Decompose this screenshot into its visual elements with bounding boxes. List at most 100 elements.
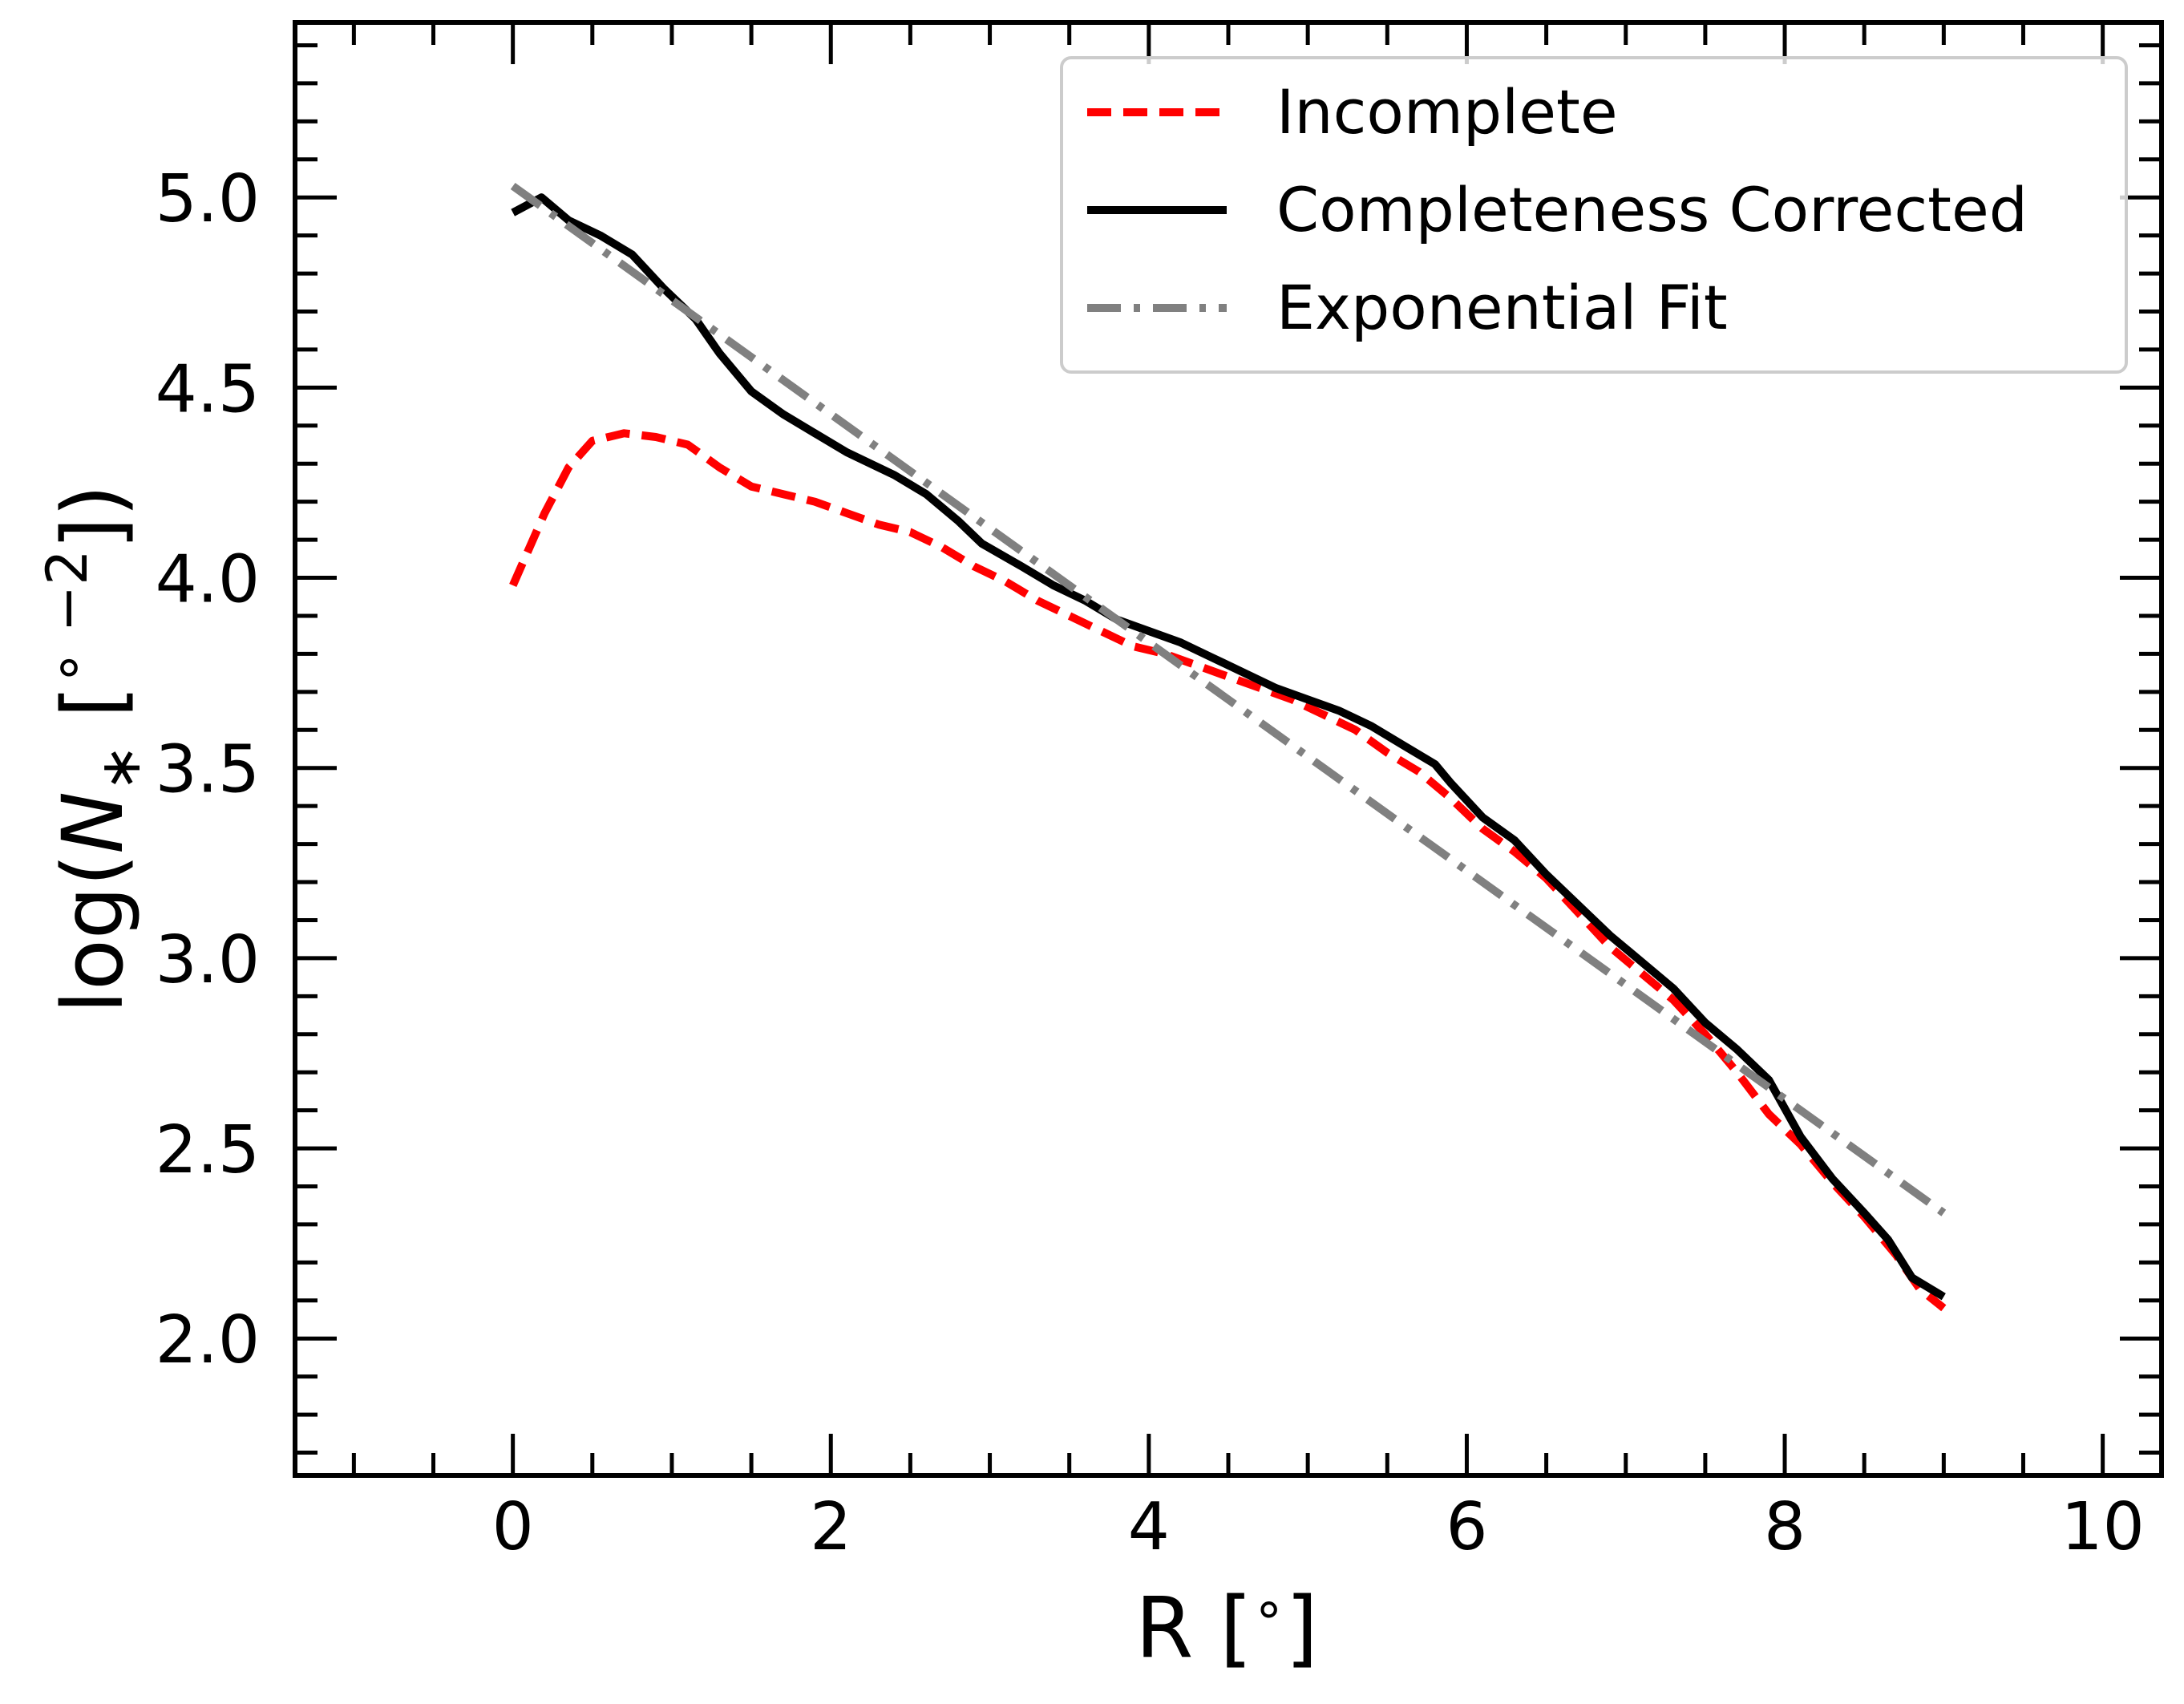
data-point-incomplete: [1225, 674, 1232, 680]
data-point-exponential-fit: [1940, 1210, 1947, 1216]
y-tick-label: 3.0: [156, 922, 260, 998]
data-point-incomplete: [510, 582, 516, 589]
data-point-completeness-corrected: [1178, 639, 1184, 646]
data-point-incomplete: [1765, 1111, 1772, 1117]
x-tick-label: 0: [492, 1489, 534, 1565]
data-point-incomplete: [1130, 643, 1136, 650]
y-axis-title: log(N∗ [∘ −2]): [34, 484, 153, 1014]
data-point-completeness-corrected: [1861, 1210, 1867, 1216]
x-axis-title: R [∘]: [1135, 1577, 1318, 1677]
series-line-incomplete: [509, 429, 1947, 1312]
data-point-incomplete: [1607, 944, 1613, 950]
data-point-incomplete: [685, 442, 691, 448]
data-point-incomplete: [1479, 826, 1486, 832]
data-point-completeness-corrected: [1209, 654, 1215, 661]
x-axis-title-close: ]: [1285, 1579, 1318, 1677]
data-point-completeness-corrected: [1543, 872, 1550, 878]
y-tick-label: 4.5: [156, 351, 260, 427]
data-point-completeness-corrected: [1479, 814, 1486, 820]
data-point-incomplete: [1511, 848, 1518, 855]
data-point-completeness-corrected: [1511, 837, 1518, 844]
legend-label-exponential-fit: Exponential Fit: [1276, 272, 1728, 343]
data-point-completeness-corrected: [748, 388, 754, 395]
y-tick-label: 4.0: [156, 542, 260, 618]
data-point-completeness-corrected: [859, 457, 866, 463]
data-point-completeness-corrected: [1639, 959, 1645, 965]
y-tick-label: 2.0: [156, 1302, 260, 1378]
data-point-completeness-corrected: [1241, 670, 1248, 676]
data-point-completeness-corrected: [629, 251, 635, 257]
data-point-completeness-corrected: [892, 472, 898, 479]
y-axis-title-mid: [: [44, 686, 142, 745]
y-axis-title-italic: N: [44, 791, 142, 854]
data-point-incomplete: [589, 438, 596, 444]
data-point-completeness-corrected: [510, 209, 516, 216]
series-layer: [509, 182, 1947, 1312]
series-line-completeness-corrected: [511, 193, 1946, 1301]
data-point-incomplete: [1353, 727, 1359, 733]
data-point-completeness-corrected: [1830, 1176, 1836, 1182]
y-tick-label: 2.5: [156, 1112, 260, 1188]
data-point-incomplete: [621, 430, 628, 436]
data-point-completeness-corrected: [843, 449, 850, 455]
data-point-completeness-corrected: [1304, 696, 1311, 702]
legend-box: [1060, 56, 2128, 374]
data-point-completeness-corrected: [1670, 986, 1676, 992]
data-point-completeness-corrected: [597, 233, 604, 239]
x-axis-title-sup: ∘: [1252, 1577, 1285, 1639]
data-point-completeness-corrected: [1369, 723, 1375, 730]
data-point-incomplete: [1639, 970, 1645, 977]
series-line-exponential-fit: [510, 182, 1947, 1216]
data-point-completeness-corrected: [1337, 708, 1343, 714]
data-point-completeness-corrected: [1940, 1293, 1947, 1300]
data-point-completeness-corrected: [955, 517, 961, 524]
legend-label-completeness-corrected: Completeness Corrected: [1276, 174, 2028, 245]
data-point-completeness-corrected: [538, 194, 544, 200]
y-axis-title-sup: ∘ −2: [34, 549, 100, 685]
data-point-incomplete: [1670, 997, 1676, 1003]
x-tick-label: 2: [810, 1489, 851, 1565]
data-point-completeness-corrected: [811, 430, 818, 436]
data-point-completeness-corrected: [1400, 742, 1406, 748]
data-point-incomplete: [1098, 628, 1104, 634]
y-tick-label: 5.0: [156, 161, 260, 237]
data-point-incomplete: [1002, 578, 1009, 585]
data-point-incomplete: [653, 434, 659, 440]
data-point-incomplete: [1034, 597, 1041, 604]
data-point-incomplete: [811, 499, 818, 505]
data-point-incomplete: [971, 563, 977, 569]
data-point-completeness-corrected: [1885, 1237, 1891, 1243]
data-point-completeness-corrected: [1432, 761, 1438, 767]
x-tick-label: 8: [1764, 1489, 1806, 1565]
data-point-completeness-corrected: [923, 491, 929, 497]
data-point-incomplete: [1448, 795, 1454, 802]
data-point-incomplete: [876, 521, 882, 528]
x-tick-label: 6: [1446, 1489, 1487, 1565]
data-point-incomplete: [1066, 613, 1073, 619]
data-point-incomplete: [939, 544, 945, 551]
data-point-incomplete: [748, 484, 754, 490]
data-point-completeness-corrected: [1734, 1046, 1741, 1053]
data-point-completeness-corrected: [1050, 582, 1057, 589]
data-point-completeness-corrected: [979, 540, 985, 547]
data-point-completeness-corrected: [1273, 685, 1280, 691]
tick-labels: 0 2 4 6 8 10 2.0 2.5 3.0 3.5 4.0 4.5 5.0: [156, 161, 2145, 1565]
data-point-incomplete: [1384, 750, 1390, 756]
data-point-completeness-corrected: [1607, 932, 1613, 938]
data-point-incomplete: [1193, 662, 1199, 669]
data-point-incomplete: [541, 510, 548, 516]
data-point-completeness-corrected: [717, 350, 723, 357]
data-point-completeness-corrected: [1018, 563, 1025, 569]
x-tick-label: 4: [1128, 1489, 1170, 1565]
x-axis-title-main: R [: [1135, 1579, 1252, 1677]
data-point-completeness-corrected: [1909, 1274, 1915, 1281]
y-tick-label: 3.5: [156, 732, 260, 808]
legend-label-incomplete: Incomplete: [1276, 76, 1618, 148]
plot-frame: [293, 20, 2164, 1478]
data-point-completeness-corrected: [1146, 628, 1152, 634]
data-point-incomplete: [1321, 711, 1327, 718]
data-point-completeness-corrected: [1575, 902, 1581, 909]
data-point-incomplete: [907, 529, 913, 536]
y-axis-title-pre: log(: [44, 854, 142, 1014]
